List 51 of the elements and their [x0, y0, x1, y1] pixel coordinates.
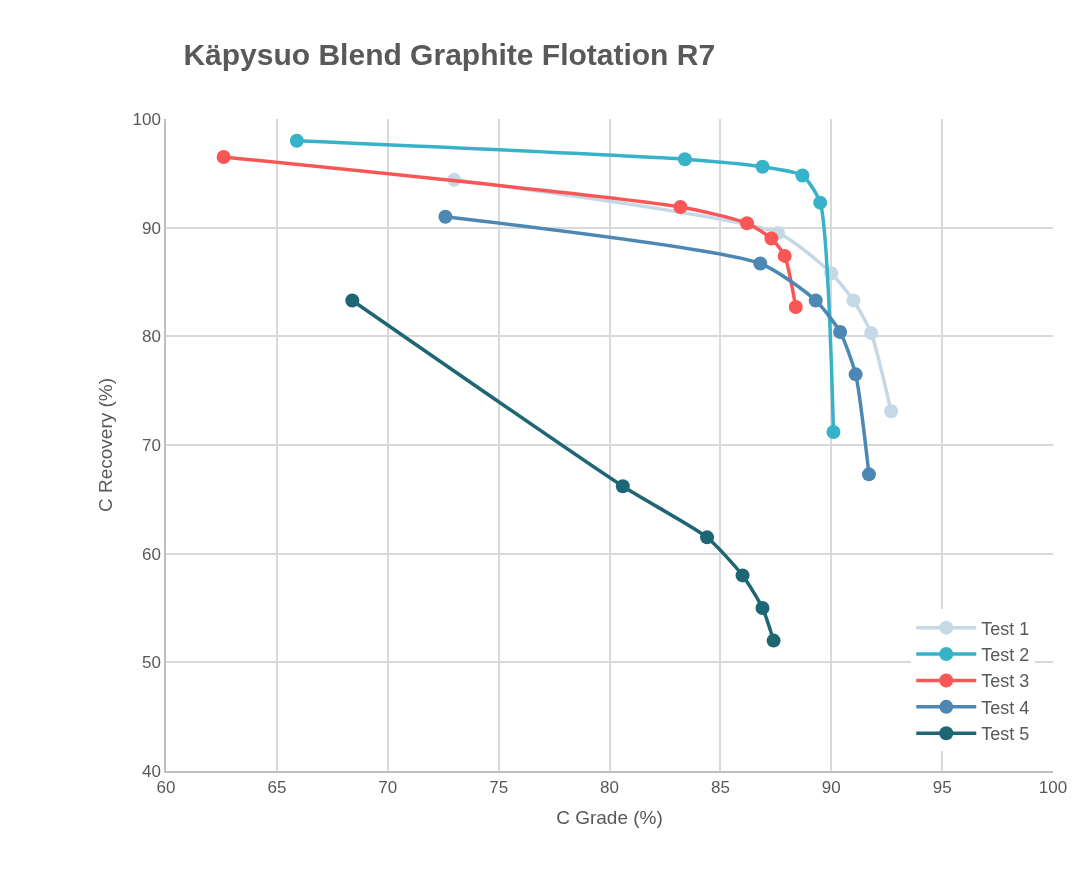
point — [764, 231, 779, 246]
y-tick-label: 50 — [141, 653, 161, 673]
x-tick-label: 80 — [600, 778, 619, 798]
point — [884, 404, 899, 419]
point — [677, 152, 692, 167]
point — [755, 601, 770, 615]
point — [826, 424, 841, 439]
y-tick-label: 100 — [132, 109, 161, 129]
y-tick-label: 40 — [141, 761, 161, 781]
y-tick-label: 90 — [141, 218, 161, 238]
x-tick-label: 70 — [378, 778, 398, 798]
point — [813, 195, 828, 210]
legend-label: Test 2 — [981, 645, 1030, 666]
point — [345, 293, 360, 308]
point — [777, 248, 792, 263]
point — [788, 299, 803, 314]
y-tick-label: 70 — [141, 435, 161, 455]
point — [846, 293, 861, 308]
point — [289, 133, 304, 148]
point — [861, 467, 876, 482]
legend-label: Test 3 — [981, 671, 1030, 692]
legend-label: Test 4 — [981, 697, 1030, 718]
point — [766, 633, 781, 648]
x-tick-label: 60 — [156, 778, 176, 798]
legend-label: Test 5 — [981, 724, 1030, 745]
x-tick-label: 90 — [821, 778, 841, 798]
point — [735, 568, 750, 583]
point — [673, 200, 688, 215]
x-tick-label: 75 — [489, 778, 509, 798]
point — [615, 479, 630, 494]
point — [808, 293, 823, 308]
point — [864, 326, 879, 341]
point — [753, 256, 768, 271]
point — [740, 216, 754, 231]
point — [795, 168, 810, 183]
point — [848, 367, 863, 382]
x-tick-label: 95 — [932, 778, 952, 798]
point — [438, 209, 453, 224]
point — [216, 150, 231, 165]
x-tick-label: 100 — [1038, 778, 1068, 798]
point — [755, 159, 770, 174]
x-tick-label: 85 — [710, 778, 730, 798]
y-tick-label: 80 — [141, 327, 161, 347]
x-tick-label: 65 — [267, 778, 287, 798]
y-axis-title: C Recovery (%) — [94, 377, 116, 513]
point — [833, 324, 848, 339]
point — [700, 530, 715, 545]
y-tick-label: 60 — [141, 544, 161, 564]
legend-label: Test 1 — [981, 618, 1030, 639]
chart-title: Käpysuo Blend Graphite Flotation R7 — [183, 37, 716, 71]
x-axis-title: C Grade (%) — [556, 807, 663, 829]
